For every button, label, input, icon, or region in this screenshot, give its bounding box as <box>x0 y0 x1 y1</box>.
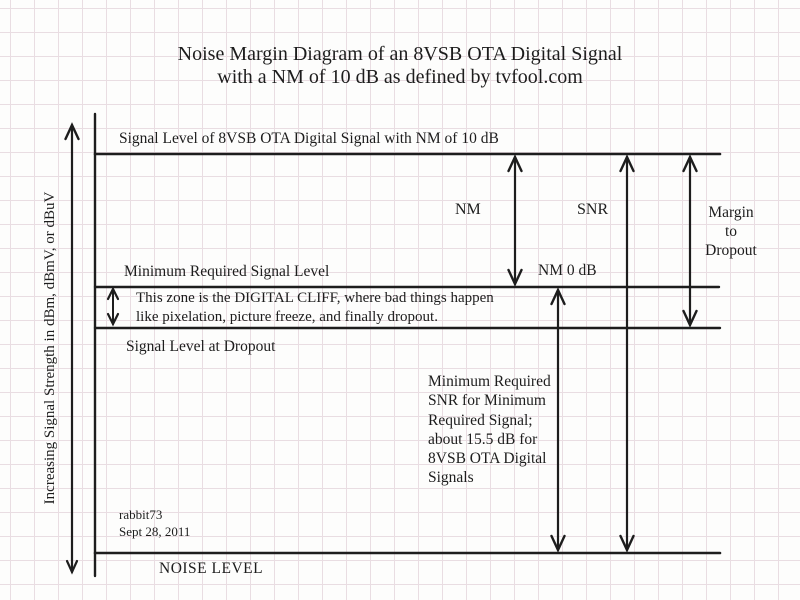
nm-label: NM <box>455 201 481 218</box>
cliff-zone-text: This zone is the DIGITAL CLIFF, where ba… <box>136 289 494 327</box>
snr-label: SNR <box>577 201 609 218</box>
margin-label-line-2: to <box>724 223 738 240</box>
dropout-level-label: Signal Level at Dropout <box>126 338 276 355</box>
margin-label-line-1: Margin <box>708 204 754 221</box>
cliff-zone-line-2: like pixelation, picture freeze, and fin… <box>136 309 438 325</box>
snr-arrow-icon <box>619 154 635 553</box>
min-snr-line-5: 8VSB OTA Digital <box>428 450 547 468</box>
credit-date: Sept 28, 2011 <box>119 523 191 539</box>
noise-level-label: NOISE LEVEL <box>159 560 264 577</box>
margin-to-dropout-arrow-icon <box>682 154 698 328</box>
min-snr-line-6: Signals <box>428 469 474 487</box>
min-snr-line-3: Required Signal; <box>428 411 533 429</box>
min-snr-line-2: SNR for Minimum <box>428 392 546 410</box>
nm-zero-label: NM 0 dB <box>538 262 597 279</box>
margin-label-line-3: Dropout <box>705 242 757 259</box>
title-line-1: Noise Margin Diagram of an 8VSB OTA Digi… <box>177 43 623 65</box>
credit: rabbit73 Sept 28, 2011 <box>119 507 190 540</box>
page-title: Noise Margin Diagram of an 8VSB OTA Digi… <box>0 43 800 89</box>
credit-author: rabbit73 <box>119 507 163 522</box>
cliff-zone-line-1: This zone is the DIGITAL CLIFF, where ba… <box>136 290 494 306</box>
margin-to-dropout-label: Margin to Dropout <box>694 203 768 260</box>
min-snr-line-1: Minimum Required <box>428 373 551 390</box>
signal-level-label: Signal Level of 8VSB OTA Digital Signal … <box>119 130 499 147</box>
title-line-2: with a NM of 10 dB as defined by tvfool.… <box>217 66 583 88</box>
min-snr-arrow-icon <box>550 287 566 553</box>
y-axis-arrow-icon <box>64 122 80 575</box>
min-snr-line-4: about 15.5 dB for <box>428 430 538 448</box>
min-required-level-label: Minimum Required Signal Level <box>124 263 330 280</box>
min-snr-note: Minimum Required SNR for Minimum Require… <box>428 372 551 488</box>
cliff-zone-arrow-icon <box>106 286 120 327</box>
nm-arrow-icon <box>507 154 523 287</box>
